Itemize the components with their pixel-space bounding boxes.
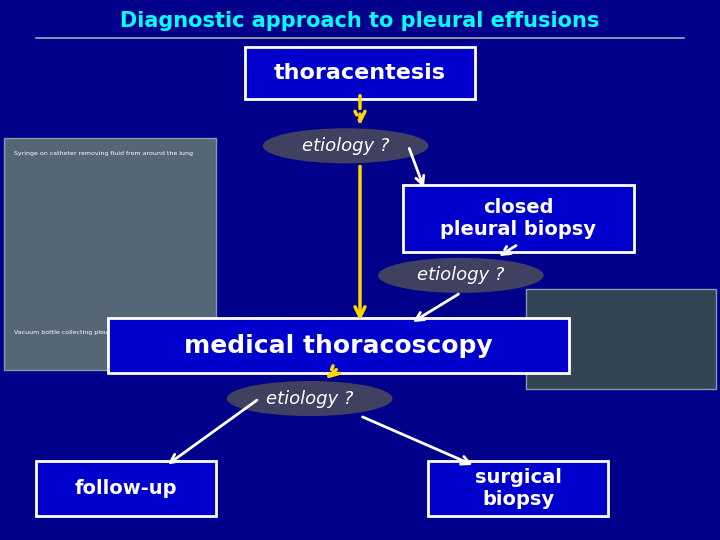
Text: etiology ?: etiology ? xyxy=(302,137,390,155)
Text: closed
pleural biopsy: closed pleural biopsy xyxy=(441,198,596,239)
Text: medical thoracoscopy: medical thoracoscopy xyxy=(184,334,492,357)
FancyBboxPatch shape xyxy=(36,461,216,516)
FancyBboxPatch shape xyxy=(245,47,475,98)
Text: Syringe on catheter removing fluid from around the lung: Syringe on catheter removing fluid from … xyxy=(14,151,194,156)
FancyBboxPatch shape xyxy=(526,289,716,389)
Text: follow-up: follow-up xyxy=(75,479,177,498)
Ellipse shape xyxy=(227,381,392,416)
Text: Vacuum bottle collecting pleural fluid: Vacuum bottle collecting pleural fluid xyxy=(14,330,132,335)
FancyBboxPatch shape xyxy=(403,185,634,252)
Text: thoracentesis: thoracentesis xyxy=(274,63,446,83)
Ellipse shape xyxy=(378,258,544,293)
Ellipse shape xyxy=(263,128,428,163)
Text: Diagnostic approach to pleural effusions: Diagnostic approach to pleural effusions xyxy=(120,10,600,31)
Text: etiology ?: etiology ? xyxy=(266,389,354,408)
FancyBboxPatch shape xyxy=(428,461,608,516)
Text: surgical
biopsy: surgical biopsy xyxy=(475,468,562,509)
Text: etiology ?: etiology ? xyxy=(417,266,505,285)
FancyBboxPatch shape xyxy=(4,138,216,370)
FancyBboxPatch shape xyxy=(108,318,569,373)
